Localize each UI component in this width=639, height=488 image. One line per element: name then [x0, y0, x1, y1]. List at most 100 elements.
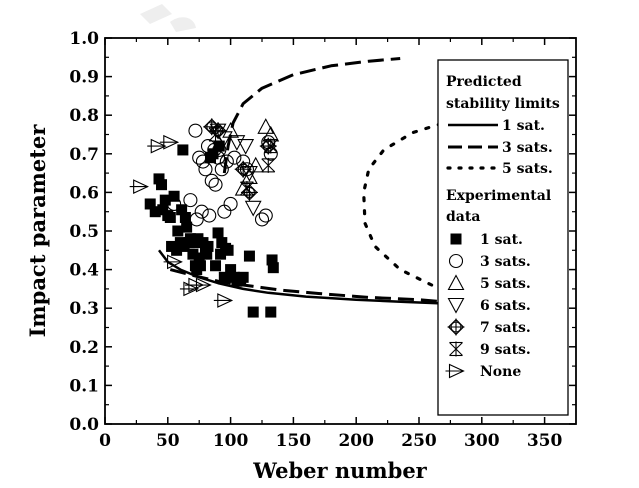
point-3-sats: [254, 212, 270, 227]
point-9-sats: [208, 127, 223, 142]
line-solid: [158, 249, 438, 305]
point-1-sat: [156, 179, 168, 191]
point-3-sats: [183, 193, 198, 208]
point-9-sats: [261, 157, 276, 173]
point-1-sat: [157, 204, 169, 216]
legend: Predicted stability limits Experimental …: [437, 59, 569, 416]
point-3-sats: [214, 162, 229, 177]
y-tick-label: 0.1: [69, 376, 99, 396]
point-1-sat: [164, 211, 176, 223]
point-5-sats: [247, 156, 265, 173]
point-none: [147, 138, 167, 154]
point-3-sats: [258, 208, 273, 223]
y-tick-label: 0.3: [69, 299, 99, 319]
legend-marker: [449, 341, 463, 357]
x-tick-label: 100: [213, 431, 249, 451]
point-3-sats: [223, 196, 238, 212]
point-1-sat: [181, 221, 193, 233]
line-dashed-upper: [222, 57, 401, 174]
point-1-sat: [159, 194, 171, 206]
point-3-sats: [188, 123, 203, 138]
point-1-sat: [267, 262, 279, 274]
legend-predicted-heading-1: Predicted: [446, 74, 522, 90]
x-tick-label: 300: [464, 431, 500, 451]
legend-line-label: 5 sats.: [502, 161, 553, 177]
y-tick-label: 0.7: [69, 145, 99, 165]
point-6-sats: [237, 139, 255, 155]
legend-marker: [447, 318, 465, 336]
y-tick-label: 1.0: [69, 29, 99, 49]
point-1-sat: [149, 206, 161, 218]
point-6-sats: [228, 135, 246, 151]
point-3-sats: [198, 162, 213, 177]
point-none: [213, 293, 234, 308]
y-tick-label: 0.6: [69, 183, 99, 203]
legend-marker: [445, 363, 465, 379]
legend-marker: [447, 274, 465, 291]
x-tick-label: 150: [276, 431, 312, 451]
point-1-sat: [172, 225, 184, 237]
legend-experimental-heading-1: Experimental: [446, 188, 551, 204]
point-3-sats: [208, 177, 223, 192]
y-tick-label: 0.2: [69, 338, 99, 358]
legend-marker: [447, 297, 465, 314]
point-1-sat: [247, 306, 259, 318]
y-tick-label: 0.5: [69, 222, 99, 242]
x-tick-label: 250: [401, 431, 437, 451]
axis-ticks: 0 50 100 150 200 250 300 350 0.0 0.1 0.2 0.3 0.4 0.5 0…: [69, 29, 576, 451]
y-axis-title: Impact parameter: [25, 124, 50, 338]
data-points: [129, 118, 280, 318]
point-1-sat: [168, 190, 180, 202]
x-tick-label: 0: [99, 431, 111, 451]
prediction-lines: [158, 57, 455, 305]
point-1-sat: [215, 248, 227, 260]
legend-entries: 1 sat. 3 sats. 5 sats. 1 sat. 3 sats. 5 sats.…: [445, 118, 553, 380]
x-tick-label: 50: [156, 431, 180, 451]
y-tick-label: 0.9: [69, 68, 99, 88]
point-none: [192, 277, 212, 293]
point-1-sat: [176, 204, 188, 216]
point-1-sat: [187, 248, 199, 260]
line-dotted: [362, 121, 455, 287]
line-dashed: [169, 268, 438, 303]
point-5-sats: [257, 118, 275, 134]
point-1-sat: [210, 260, 222, 272]
point-1-sat: [225, 264, 237, 276]
watermark-logo: [140, 4, 196, 32]
legend-series-label: 1 sat.: [480, 232, 523, 248]
point-3-sats: [212, 142, 227, 157]
point-1-sat: [171, 244, 183, 256]
legend-marker: [448, 253, 464, 269]
point-3-sats: [219, 154, 234, 169]
legend-marker: [450, 233, 462, 245]
point-9-sats: [240, 181, 254, 197]
point-1-sat: [153, 173, 165, 185]
point-1-sat: [222, 244, 234, 256]
point-3-sats: [189, 212, 204, 227]
point-none: [129, 179, 149, 194]
x-tick-label: 200: [338, 431, 374, 451]
point-3-sats: [195, 154, 211, 169]
point-3-sats: [207, 142, 222, 157]
point-3-sats: [194, 204, 209, 219]
point-5-sats: [241, 168, 258, 185]
legend-predicted-heading-2: stability limits: [446, 96, 560, 112]
point-3-sats: [202, 208, 217, 223]
legend-series-label: 7 sats.: [480, 320, 531, 336]
point-1-sat: [194, 260, 206, 272]
legend-series-label: 3 sats.: [480, 254, 531, 270]
point-1-sat: [265, 306, 277, 318]
legend-line-label: 3 sats.: [502, 140, 553, 156]
point-1-sat: [237, 271, 249, 283]
point-1-sat: [202, 240, 214, 252]
legend-series-label: None: [480, 364, 521, 380]
point-7-sats: [234, 160, 252, 178]
point-1-sat: [212, 227, 224, 239]
legend-experimental-heading-2: data: [446, 209, 480, 225]
point-3-sats: [192, 150, 207, 165]
legend-series-label: 5 sats.: [480, 276, 531, 292]
point-1-sat: [266, 254, 278, 266]
point-3-sats: [227, 150, 242, 165]
legend-series-label: 9 sats.: [480, 342, 531, 358]
